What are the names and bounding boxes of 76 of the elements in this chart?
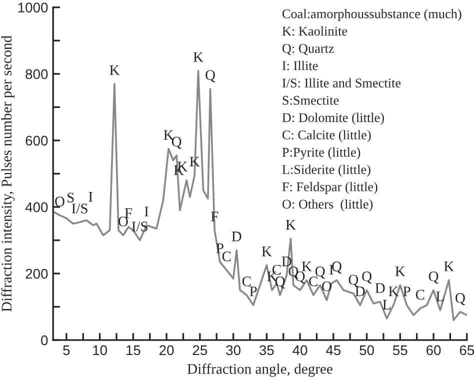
- annotation: I/S: [72, 204, 88, 214]
- annotation: P: [403, 286, 410, 296]
- annotation: Q: [315, 266, 326, 279]
- annotation: C: [222, 252, 231, 262]
- annotation: L: [382, 300, 390, 310]
- annotation: C: [242, 276, 251, 286]
- y-tick-label: 600: [26, 136, 48, 146]
- annotation: F: Feldspar (little): [282, 182, 378, 194]
- annotation: Q: [362, 272, 372, 284]
- annotation: I/S: [132, 222, 148, 232]
- x-tick-label: 20: [160, 345, 174, 356]
- annotation: L: [436, 292, 444, 302]
- y-tick-label: 800: [26, 69, 48, 80]
- annotation: F: [124, 208, 132, 218]
- annotation: K: [395, 266, 406, 276]
- annotation: C: [416, 290, 424, 300]
- x-tick-label: 50: [360, 345, 374, 356]
- y-tick-label: 400: [25, 202, 48, 212]
- x-tick-label: 45: [326, 345, 341, 356]
- annotation: S: [68, 192, 74, 202]
- annotation: Q: [172, 136, 182, 149]
- annotation: D: [232, 232, 242, 242]
- y-tick-label: 0: [41, 335, 48, 346]
- y-tick-label: 200: [26, 268, 48, 279]
- annotation: Q: Quartz: [282, 44, 334, 55]
- annotation: D: [282, 256, 292, 266]
- annotation: I/S: Illite and Smectite: [282, 78, 401, 88]
- x-tick-label: 15: [126, 345, 140, 356]
- x-tick-label: 10: [93, 345, 107, 356]
- x-tick-label: 60: [426, 345, 441, 356]
- annotation: K: [262, 246, 272, 256]
- annotation: S:Smectite: [282, 96, 339, 105]
- x-tick-label: 55: [392, 345, 408, 356]
- annotation: Q: [428, 272, 439, 284]
- annotation: I: [330, 264, 334, 275]
- annotation: K: [388, 286, 399, 296]
- annotation: I: Illite: [282, 60, 318, 70]
- annotation: P:Pyrite (little): [282, 147, 360, 160]
- x-tick-label: 65: [460, 345, 474, 356]
- annotation: Q: [456, 293, 466, 306]
- x-axis-title: Diffraction angle, degree: [187, 363, 332, 377]
- annotation: K: Kaolinite: [282, 26, 348, 36]
- annotation: K: [193, 52, 204, 62]
- annotation: Q: [275, 276, 286, 289]
- annotation: C: Calcite (little): [282, 130, 371, 142]
- annotation: D: [355, 286, 365, 296]
- y-tick-label: 1000: [18, 2, 48, 13]
- annotation: L:Siderite (little): [282, 164, 370, 177]
- annotation: I: [88, 192, 93, 202]
- annotation: D: [375, 283, 385, 293]
- annotation: Q: [348, 274, 358, 287]
- annotation: F: [210, 212, 218, 222]
- annotation: P: [216, 243, 224, 253]
- x-tick-label: 30: [226, 345, 240, 356]
- annotation: O: [118, 216, 128, 226]
- annotation: C: [309, 276, 318, 286]
- annotation: O: Others (little): [282, 199, 373, 212]
- annotation: K: [302, 262, 312, 272]
- annotation: O: [322, 281, 332, 292]
- annotation: K: [190, 156, 200, 166]
- annotation: I: [144, 206, 148, 216]
- annotation: K: [164, 130, 174, 140]
- x-tick-label: 35: [259, 345, 274, 356]
- annotation: K: [444, 262, 454, 272]
- annotation: Q: [206, 70, 216, 82]
- annotation: P: [250, 286, 257, 296]
- x-tick-label: 40: [292, 345, 308, 356]
- x-tick-label: 5: [63, 345, 70, 356]
- annotation: K: [110, 65, 120, 75]
- annotation: Q: [332, 262, 342, 274]
- annotation: D: Dolomite (little): [282, 112, 384, 125]
- annotation: Coal:amorphoussubstance (much): [282, 9, 462, 21]
- annotation: O: [55, 196, 64, 206]
- y-axis-title: Diffraction intensity, Pulses number per second: [1, 36, 15, 312]
- x-tick-label: 25: [192, 345, 208, 356]
- annotation: K: [286, 220, 296, 230]
